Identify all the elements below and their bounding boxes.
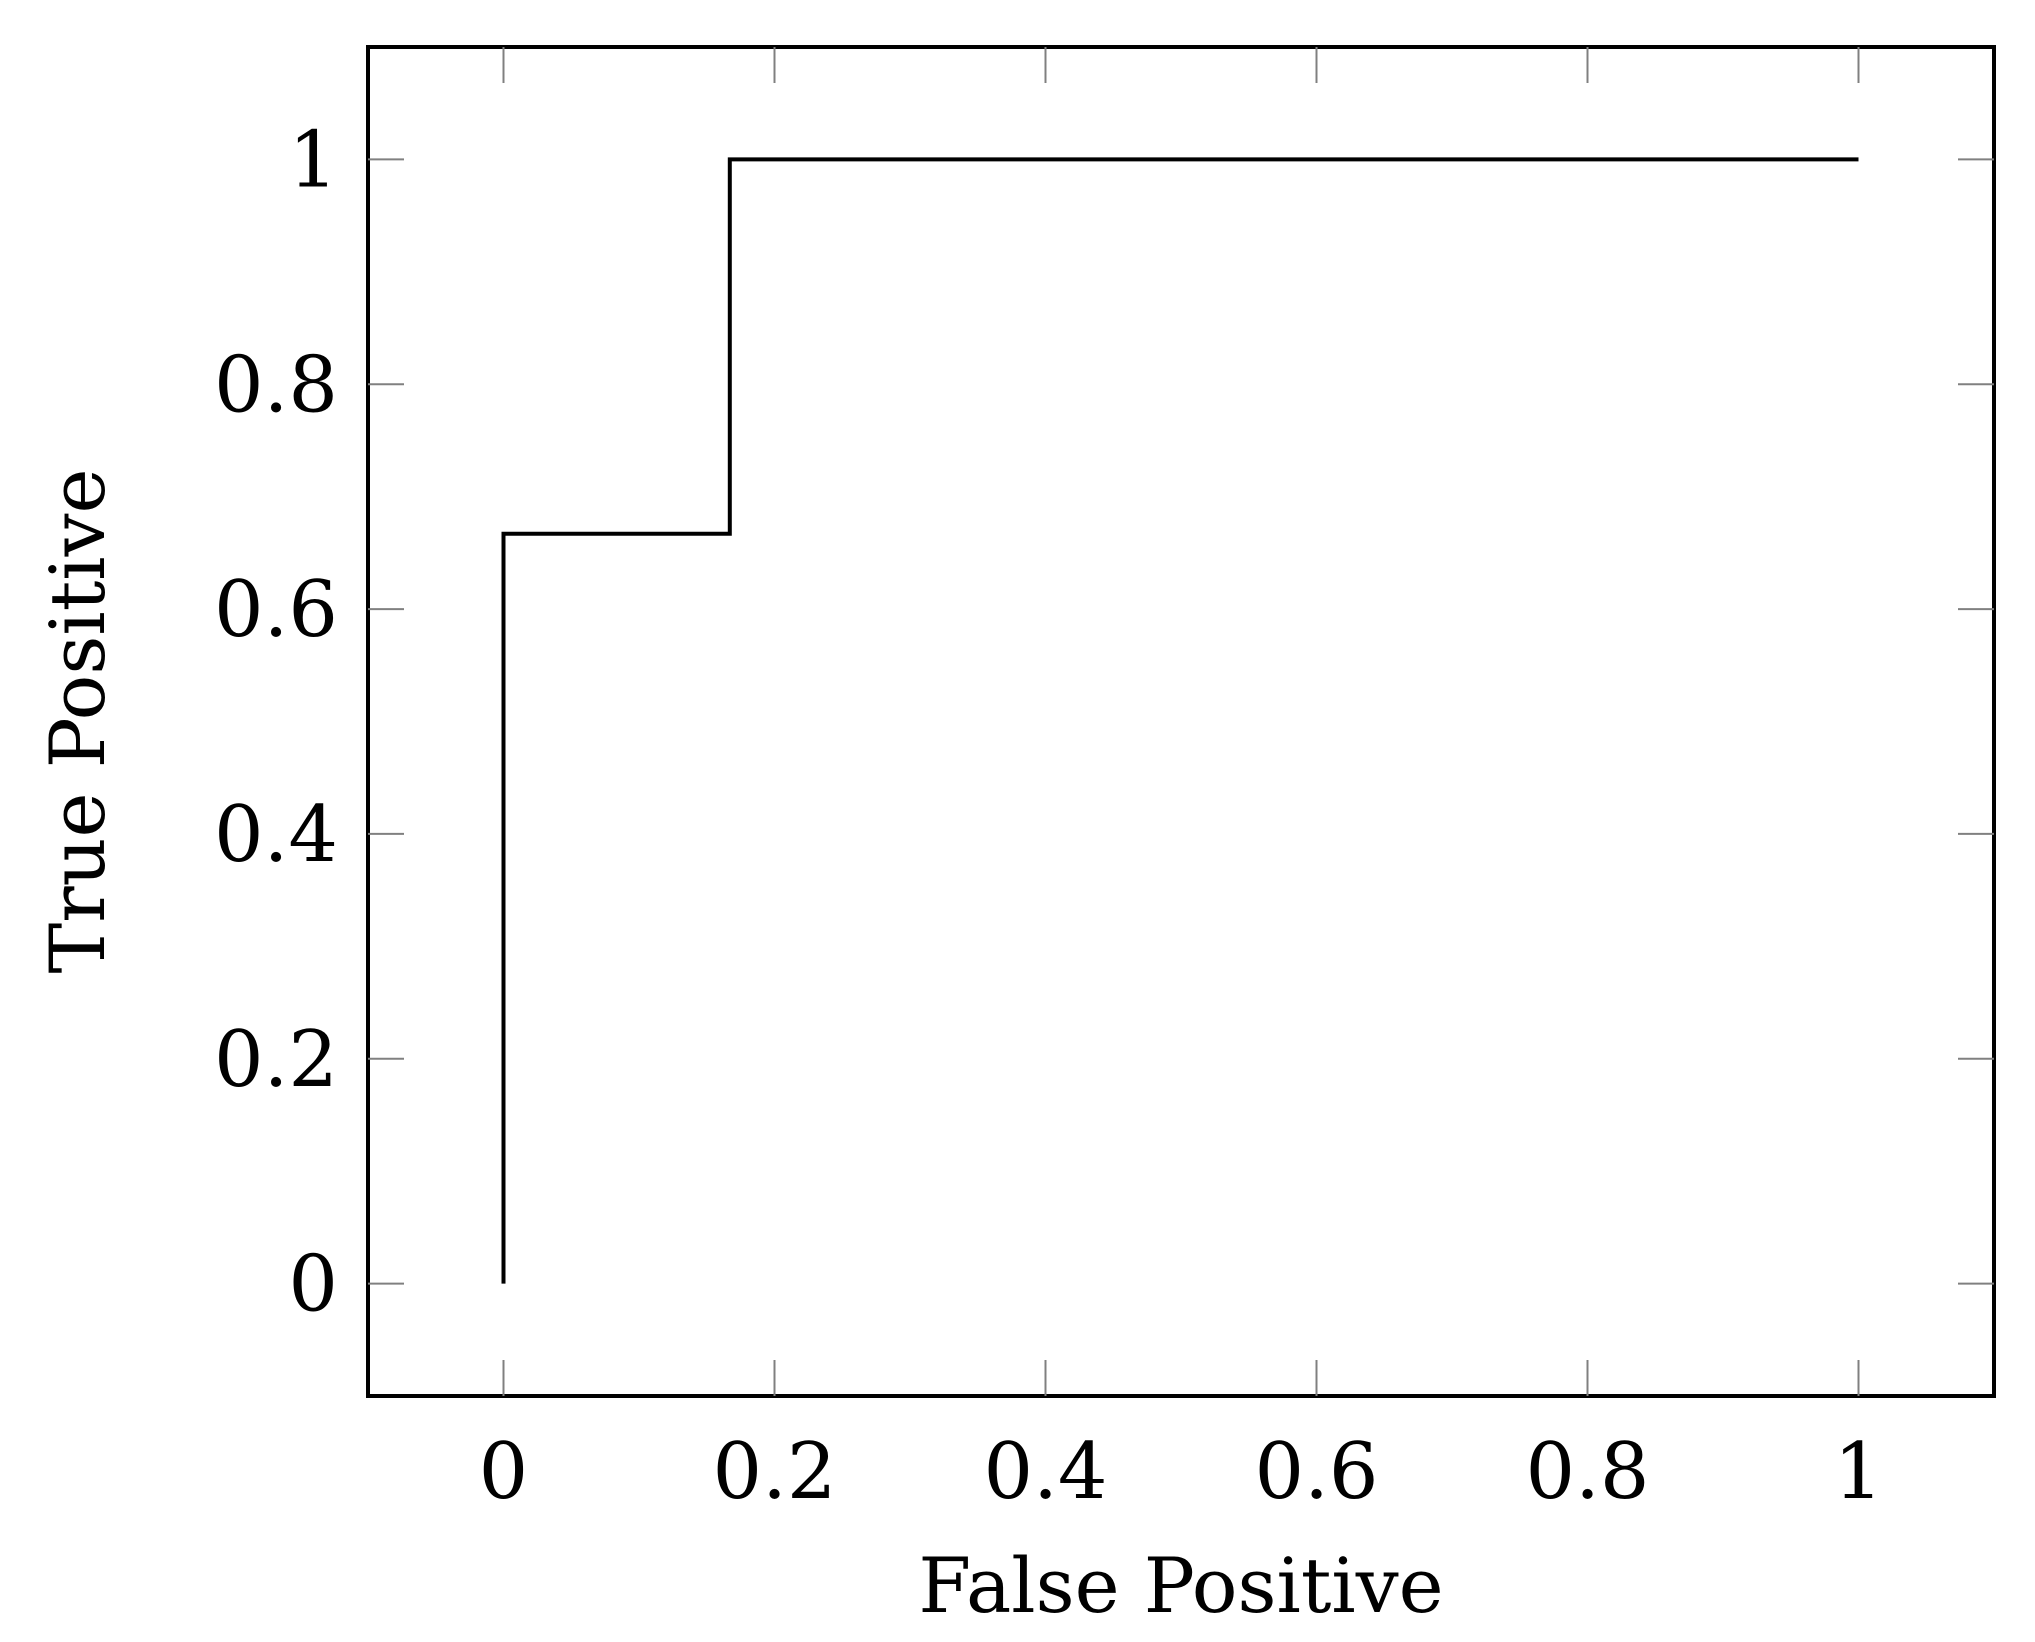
y-tick-label: 0.8 (214, 340, 338, 430)
x-tick-label: 0.4 (983, 1427, 1107, 1517)
x-tick-label: 0.2 (712, 1427, 836, 1517)
x-tick-label: 1 (1834, 1427, 1884, 1517)
y-axis-title: True Positive (33, 469, 122, 974)
plot-frame (366, 45, 1996, 1398)
y-tick-label: 0.4 (214, 790, 338, 880)
x-tick-label: 0 (479, 1427, 529, 1517)
roc-curve-line (501, 157, 1859, 1284)
y-tick-label: 1 (288, 115, 338, 205)
y-tick-label: 0 (288, 1240, 338, 1330)
y-tick-label: 0.2 (214, 1015, 338, 1105)
series-layer (501, 157, 1859, 1284)
x-axis-title: False Positive (918, 1541, 1443, 1630)
y-tick-label: 0.6 (214, 565, 338, 655)
x-tick-label: 0.8 (1525, 1427, 1649, 1517)
ticks-layer (368, 47, 1994, 1396)
tick-labels-layer: 0 0.2 0.4 0.6 0.8 1 0 0.2 0.4 0.6 0.8 1 (214, 115, 1883, 1517)
x-tick-label: 0.6 (1254, 1427, 1378, 1517)
